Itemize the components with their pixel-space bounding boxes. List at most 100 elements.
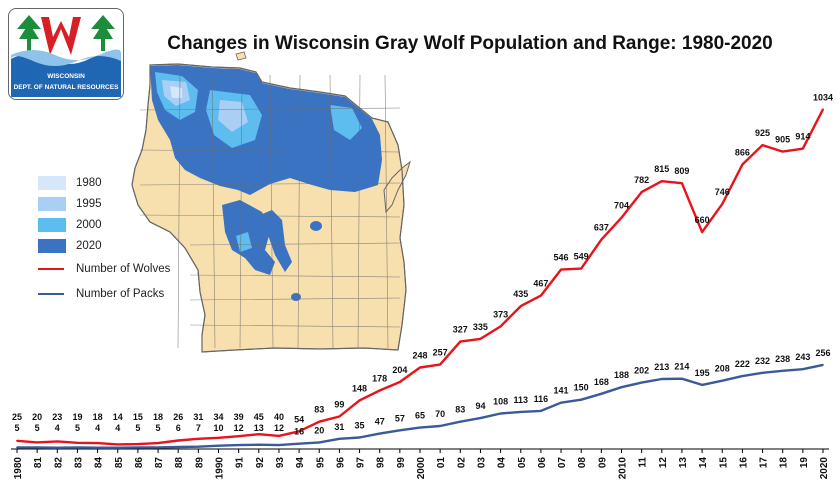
wolves-data-label: 99 — [334, 399, 344, 409]
apostle-islands — [235, 51, 247, 61]
x-tick-label: 84 — [94, 457, 105, 469]
wolves-data-label: 23 — [52, 412, 62, 422]
county-line-v — [269, 74, 274, 349]
x-tick-label: 19 — [799, 457, 810, 469]
x-tick-label: 86 — [134, 457, 145, 469]
packs-data-label: 202 — [634, 366, 649, 376]
wolves-point — [640, 191, 643, 194]
packs-point — [378, 432, 381, 435]
packs-data-label: 5 — [75, 423, 80, 433]
wolves-data-label: 782 — [634, 175, 649, 185]
packs-point — [439, 425, 441, 427]
wolves-point — [298, 430, 300, 433]
packs-data-label: 256 — [815, 348, 830, 358]
x-tick-label: 01 — [436, 457, 447, 469]
packs-data-label: 47 — [375, 417, 385, 427]
wolves-point — [600, 238, 603, 241]
wolves-data-label: 15 — [133, 412, 143, 422]
wolves-data-label: 39 — [234, 412, 244, 422]
x-tick-label: 99 — [396, 457, 407, 469]
x-tick-label: 13 — [678, 457, 689, 469]
wolves-data-label: 20 — [32, 412, 42, 422]
wolves-point — [177, 439, 180, 442]
county-line-v — [211, 74, 216, 349]
wolves-data-label: 204 — [392, 365, 407, 375]
county-line-h — [189, 324, 401, 328]
packs-data-label: 5 — [135, 423, 140, 433]
state-border — [131, 63, 407, 353]
packs-data-label: 116 — [534, 394, 549, 404]
x-tick-label: 02 — [456, 457, 467, 469]
packs-data-label: 208 — [715, 364, 730, 374]
packs-point — [499, 412, 502, 415]
wolves-data-label: 14 — [113, 412, 123, 422]
wolves-data-label: 26 — [173, 412, 183, 422]
legend-line-packs — [38, 292, 64, 295]
wolves-point — [217, 436, 220, 439]
legend-item-wolves: Number of Wolves — [38, 258, 228, 279]
wolves-data-label: 18 — [153, 412, 163, 422]
x-tick-label: 87 — [154, 457, 165, 469]
x-tick-label: 82 — [53, 457, 64, 469]
logo-line-2: DEPT. OF NATURAL RESOURCES — [13, 84, 119, 91]
wolves-point — [439, 363, 441, 366]
packs-data-label: 20 — [314, 425, 324, 435]
packs-data-label: 213 — [654, 362, 669, 372]
x-tick-label: 07 — [557, 457, 568, 469]
packs-data-label: 13 — [254, 423, 264, 433]
packs-data-label: 108 — [493, 397, 508, 407]
wolves-data-label: 54 — [294, 414, 304, 424]
legend-label-1995: 1995 — [76, 197, 102, 210]
wolves-point — [560, 268, 562, 271]
packs-data-label: 70 — [435, 409, 445, 419]
packs-data-label: 31 — [334, 422, 344, 432]
wolves-data-label: 257 — [433, 348, 448, 358]
x-tick-label: 2010 — [618, 457, 629, 480]
x-tick-label: 17 — [759, 457, 770, 469]
wolves-point — [237, 435, 240, 438]
x-tick-label: 18 — [779, 457, 790, 469]
legend-label-packs: Number of Packs — [76, 287, 165, 300]
packs-data-label: 5 — [156, 423, 161, 433]
packs-data-label: 65 — [415, 411, 425, 421]
wolves-point — [822, 108, 824, 111]
packs-data-label: 195 — [695, 368, 710, 378]
x-tick-label: 88 — [174, 457, 185, 469]
packs-point — [358, 436, 361, 439]
x-tick-label: 05 — [517, 457, 528, 469]
packs-data-label: 232 — [755, 356, 770, 366]
wolves-point — [96, 442, 99, 444]
x-tick-label: 97 — [356, 457, 367, 469]
legend: 1980 1995 2000 2020 Number of Wolves Num… — [38, 172, 228, 304]
legend-item-1980: 1980 — [38, 172, 228, 193]
wolves-point — [378, 389, 381, 392]
x-tick-label: 85 — [114, 457, 125, 469]
wolves-point — [358, 399, 361, 402]
packs-point — [338, 437, 341, 440]
series-layer — [16, 108, 825, 449]
x-tick-label: 93 — [275, 457, 286, 469]
packs-point — [177, 446, 180, 448]
packs-point — [781, 369, 784, 372]
county-line-v — [357, 74, 361, 349]
county-line-h — [139, 214, 401, 218]
packs-data-label: 214 — [674, 362, 689, 372]
x-tick-label: 04 — [497, 457, 508, 469]
packs-point — [620, 386, 623, 389]
wolves-data-label: 467 — [533, 279, 548, 289]
x-axis: 1980 81 82 83 84 85 86 87 88 89 1990 91 92 93 94 95 96 97… — [11, 448, 830, 480]
wolves-point — [278, 435, 280, 437]
wolves-point — [681, 182, 683, 185]
wolves-point — [761, 144, 764, 147]
packs-data-label: 94 — [475, 401, 485, 411]
wisconsin-range-map — [131, 51, 411, 353]
packs-point — [36, 446, 38, 449]
packs-data-label: 16 — [294, 427, 304, 437]
county-line-h — [139, 149, 401, 153]
legend-item-2020: 2020 — [38, 235, 228, 256]
wolves-data-label: 809 — [674, 166, 689, 176]
packs-point — [76, 446, 79, 449]
packs-data-label: 150 — [574, 383, 589, 393]
